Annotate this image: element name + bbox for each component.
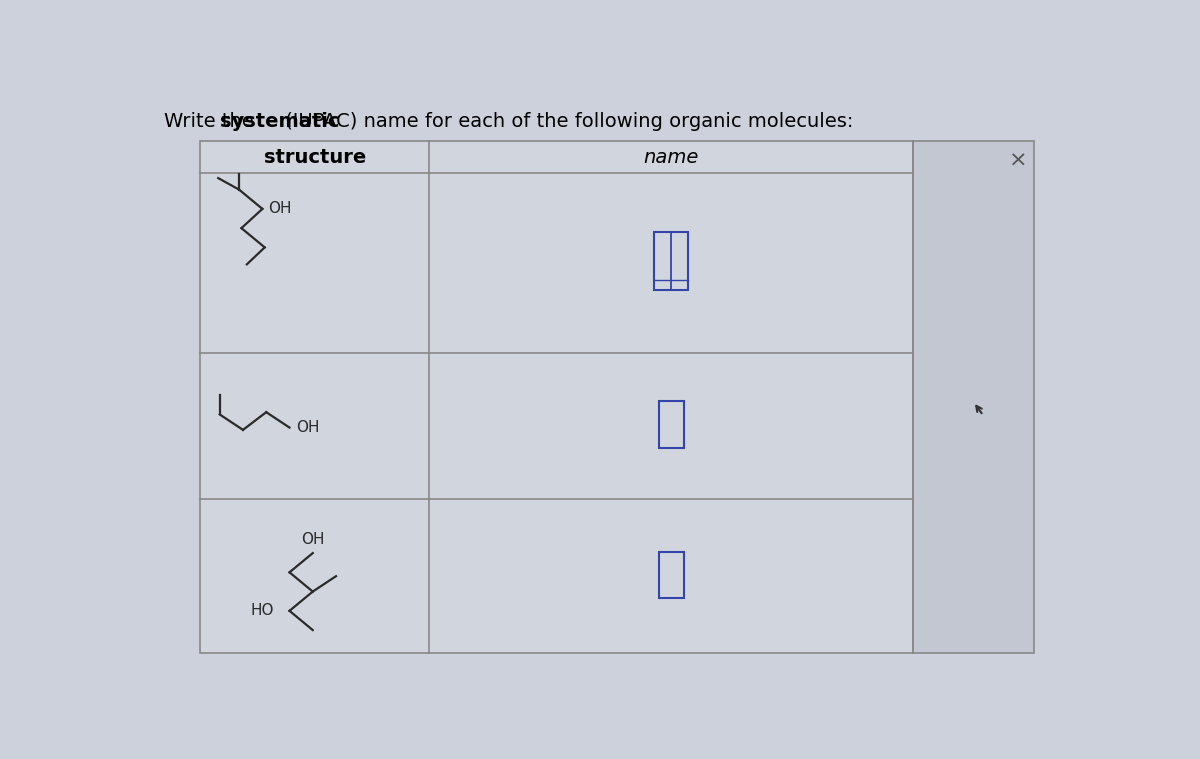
Text: OH: OH xyxy=(269,201,292,216)
Bar xyxy=(659,552,684,598)
Bar xyxy=(200,174,430,353)
Bar xyxy=(430,353,913,499)
Text: (IUPAC) name for each of the following organic molecules:: (IUPAC) name for each of the following o… xyxy=(278,112,853,131)
Text: name: name xyxy=(643,148,698,167)
Bar xyxy=(200,141,913,174)
Text: structure: structure xyxy=(264,148,366,167)
Bar xyxy=(659,402,684,448)
Text: OH: OH xyxy=(295,420,319,435)
Text: Write the: Write the xyxy=(164,112,260,131)
Bar xyxy=(430,499,913,653)
Bar xyxy=(430,174,913,353)
Bar xyxy=(654,232,689,290)
Text: systematic: systematic xyxy=(220,112,340,131)
Bar xyxy=(913,141,1033,653)
Text: OH: OH xyxy=(301,532,324,547)
Bar xyxy=(200,353,430,499)
Bar xyxy=(200,141,913,653)
Text: ×: × xyxy=(1009,150,1027,170)
Text: HO: HO xyxy=(251,603,274,619)
Bar xyxy=(200,499,430,653)
